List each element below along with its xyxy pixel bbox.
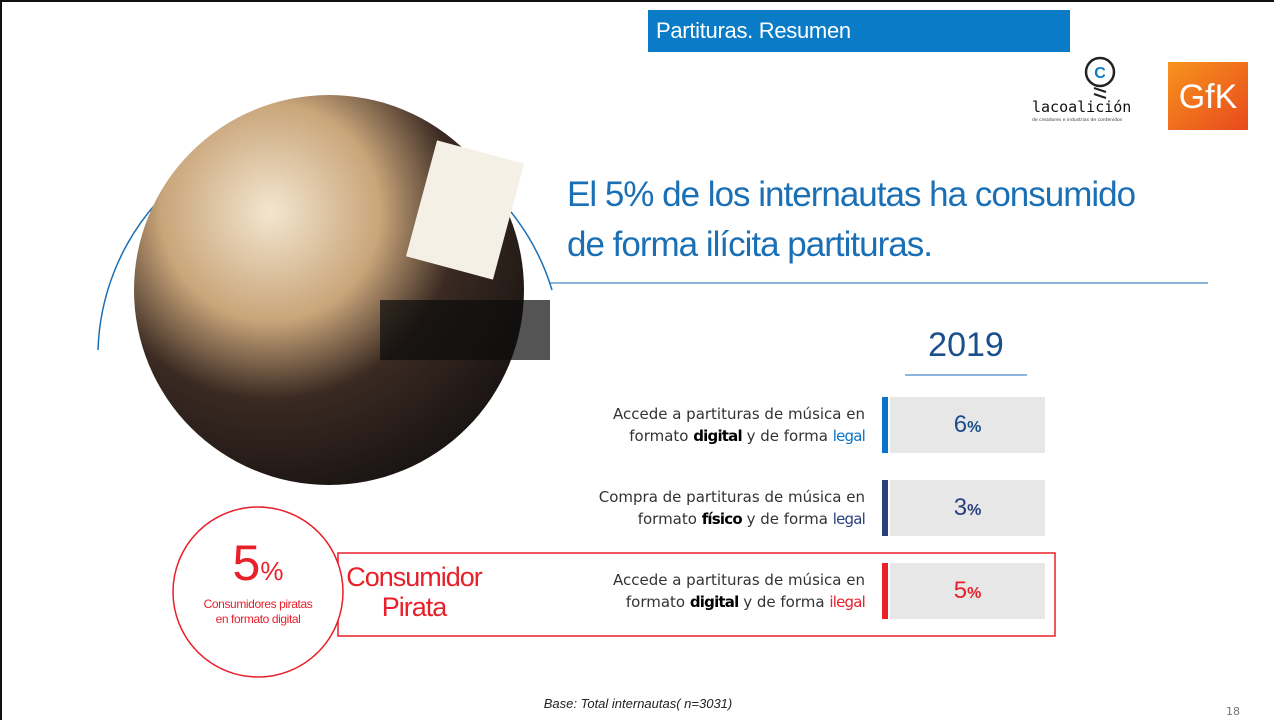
headline: El 5% de los internautas ha consumido de… (567, 170, 1136, 270)
pirate-caption: en formato digital (215, 612, 301, 626)
row-format: físico (701, 510, 743, 528)
row-prefix: formato (625, 593, 690, 611)
pirate-unit: % (260, 556, 284, 586)
gfk-text: GfK (1179, 78, 1238, 116)
row-marker (882, 563, 888, 619)
row-legality: ilegal (829, 593, 865, 611)
pirate-label: Consumidor Pirata (344, 562, 484, 622)
row-unit: % (967, 585, 982, 602)
row-line: Accede a partituras de música en (612, 571, 865, 589)
pirate-caption: Consumidores piratas (203, 597, 313, 611)
row-line: formato digital y de forma ilegal (525, 591, 866, 613)
pirate-stat: 5% Consumidores piratas en formato digit… (173, 537, 343, 627)
row-box: 5% (890, 563, 1045, 619)
headline-line: de forma ilícita partituras. (567, 225, 933, 264)
row-marker (882, 397, 888, 453)
row-box: 3% (890, 480, 1045, 536)
piano (380, 300, 550, 360)
row-box: 6% (890, 397, 1045, 453)
year: 2019 (928, 326, 1004, 364)
row-line: formato físico y de forma legal (525, 508, 866, 530)
row-value: 6 (953, 411, 968, 438)
row-unit: % (967, 419, 982, 436)
row-text: Accede a partituras de música en formato … (525, 403, 866, 447)
row-line: formato digital y de forma legal (525, 425, 866, 447)
row-text: Accede a partituras de música en formato … (525, 569, 866, 613)
bulb-c: C (1094, 65, 1106, 82)
row-value: 3 (953, 494, 968, 521)
row-text: Compra de partituras de música en formato… (525, 486, 866, 530)
row-middle: y de forma (741, 510, 833, 528)
row-prefix: formato (629, 427, 694, 445)
bulb (1084, 56, 1116, 88)
coalicion-name: lacoalición (1032, 98, 1131, 116)
row-prefix: formato (637, 510, 702, 528)
pirate-label-line: Consumidor (346, 562, 483, 592)
page-number: 18 (1226, 705, 1240, 718)
pirate-value: 5 (232, 535, 261, 591)
pirate-circle (172, 506, 344, 678)
row-line: Accede a partituras de música en (612, 405, 865, 423)
footer-base: Base: Total internautas( n=3031) (543, 696, 733, 711)
row-format: digital (693, 427, 742, 445)
row-unit: % (967, 502, 982, 519)
coalicion-tagline: de creadores e industrias de contenidos (1032, 117, 1123, 123)
row-legality: legal (832, 427, 866, 445)
headline-line: El 5% de los internautas ha consumido (567, 175, 1136, 214)
row-line: Compra de partituras de música en (598, 488, 865, 506)
row-legality: legal (832, 510, 866, 528)
bulb-base (1093, 87, 1107, 99)
row-middle: y de forma (741, 427, 833, 445)
row-middle: y de forma (738, 593, 830, 611)
header-title: Partituras. Resumen (648, 10, 1070, 52)
row-format: digital (689, 593, 739, 611)
row-marker (882, 480, 888, 536)
sheet (406, 140, 524, 280)
row-value: 5 (953, 577, 968, 604)
pirate-label-line: Pirata (381, 592, 448, 622)
gfk-logo (1168, 62, 1248, 130)
